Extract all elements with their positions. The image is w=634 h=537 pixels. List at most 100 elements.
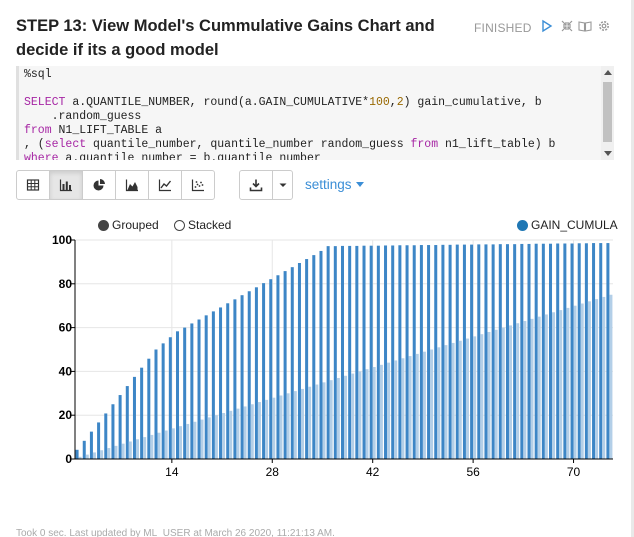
bar-gain-cumulative [211,311,215,459]
bar-gain-cumulative [599,243,603,459]
bar-random-guess [121,443,125,459]
bar-gain-cumulative [362,245,366,459]
bar-gain-cumulative [520,243,524,459]
bar-random-guess [602,296,606,459]
code-keyword: where [24,152,59,160]
bar-random-guess [229,410,233,459]
bar-gain-cumulative [219,307,223,459]
pie-chart-view-button[interactable] [82,170,116,200]
bar-random-guess [100,450,104,459]
code-editor[interactable]: %sql​SELECT a.QUANTILE_NUMBER, round(a.G… [16,66,614,160]
code-segment: quantile_number, quantile_number random_… [86,138,411,151]
bar-random-guess [566,307,570,459]
bar-random-guess [559,310,563,459]
x-tick-label: 28 [266,465,280,479]
bar-gain-cumulative [326,246,330,459]
line-chart-icon [158,179,172,192]
bar-random-guess [487,331,491,459]
gear-icon[interactable] [597,19,611,33]
scroll-down-arrow[interactable] [604,151,612,156]
bar-gain-cumulative [369,245,373,459]
bar-gain-cumulative [104,413,108,459]
bar-gain-cumulative [140,367,144,459]
scroll-up-arrow[interactable] [604,70,612,75]
area-chart-view-button[interactable] [115,170,149,200]
bar-random-guess [179,426,183,459]
bar-gain-cumulative [405,245,409,459]
panel-edge [631,0,634,537]
bar-random-guess [286,393,290,459]
bar-random-guess [451,342,455,459]
bar-random-guess [465,338,469,459]
caret-down-icon [279,183,286,187]
bar-random-guess [171,428,175,459]
bar-gain-cumulative [505,244,509,459]
code-text[interactable]: %sql​SELECT a.QUANTILE_NUMBER, round(a.G… [24,68,594,160]
bar-random-guess [135,439,139,459]
x-tick-label: 70 [567,465,581,479]
settings-dropdown[interactable]: settings [305,177,364,192]
y-tick-label: 40 [59,364,73,378]
radio-empty-icon [174,219,185,231]
bar-gain-cumulative [491,244,495,459]
bar-random-guess [114,445,118,459]
table-view-button[interactable] [16,170,50,200]
code-line: from N1_LIFT_TABLE a [24,124,594,138]
bar-random-guess [207,417,211,459]
bar-gain-cumulative [470,244,474,459]
chart-svg: 0 20 40 60 80 100 14 28 42 56 70 [52,233,613,479]
bar-random-guess [315,384,319,459]
stacked-toggle[interactable]: Stacked [174,218,231,232]
bar-gain-cumulative [161,343,165,459]
bar-random-guess [372,367,376,459]
collapse-icon[interactable] [560,19,574,33]
bar-chart-view-button[interactable] [49,170,83,200]
download-dropdown-button[interactable] [272,170,293,200]
bar-gain-cumulative [556,243,560,459]
bar-gain-cumulative [577,243,581,459]
bar-gain-cumulative [154,349,158,459]
bar-random-guess [257,402,261,459]
bar-random-guess [415,353,419,459]
scroll-thumb[interactable] [603,82,612,142]
bar-gain-cumulative [89,431,93,460]
bar-random-guess [308,386,312,459]
legend-series-gain[interactable]: GAIN_CUMULA [517,218,618,232]
bar-random-guess [552,312,556,459]
bar-random-guess [351,373,355,459]
paragraph-footer: Took 0 sec. Last updated by ML_USER at M… [16,528,335,537]
bar-gain-cumulative [276,275,280,459]
bar-random-guess [236,408,240,459]
bar-gain-cumulative [448,244,452,459]
x-tick-label: 14 [165,465,179,479]
scatter-chart-view-button[interactable] [181,170,215,200]
bar-chart-icon [59,179,72,192]
bar-gain-cumulative [97,422,101,459]
bar-random-guess [150,434,154,459]
bar-gain-cumulative [606,243,610,459]
bar-gain-cumulative [305,259,309,459]
editor-scrollbar[interactable] [601,66,614,160]
bar-random-guess [595,299,599,459]
code-segment: ) gain_cumulative, b [403,96,542,109]
grouped-toggle[interactable]: Grouped [98,218,159,232]
run-icon[interactable] [540,19,554,33]
line-chart-view-button[interactable] [148,170,182,200]
download-button[interactable] [239,170,273,200]
bar-random-guess [293,391,297,459]
bar-gain-cumulative [197,319,201,459]
paragraph-title[interactable]: STEP 13: View Model's Cummulative Gains … [16,17,435,59]
grouped-label: Grouped [112,218,159,232]
bar-gain-cumulative [355,245,359,459]
bar-random-guess [458,340,462,459]
bar-random-guess [85,454,89,459]
code-segment: , [389,96,397,109]
bar-gain-cumulative [592,243,596,459]
bar-gain-cumulative [176,331,180,459]
bar-random-guess [200,419,204,459]
bar-gain-cumulative [125,386,129,459]
bar-gain-cumulative [462,244,466,459]
code-segment: a.QUANTILE_NUMBER, round(a.GAIN_CUMULATI… [65,96,370,109]
bar-random-guess [222,413,226,459]
book-icon[interactable] [578,19,592,33]
